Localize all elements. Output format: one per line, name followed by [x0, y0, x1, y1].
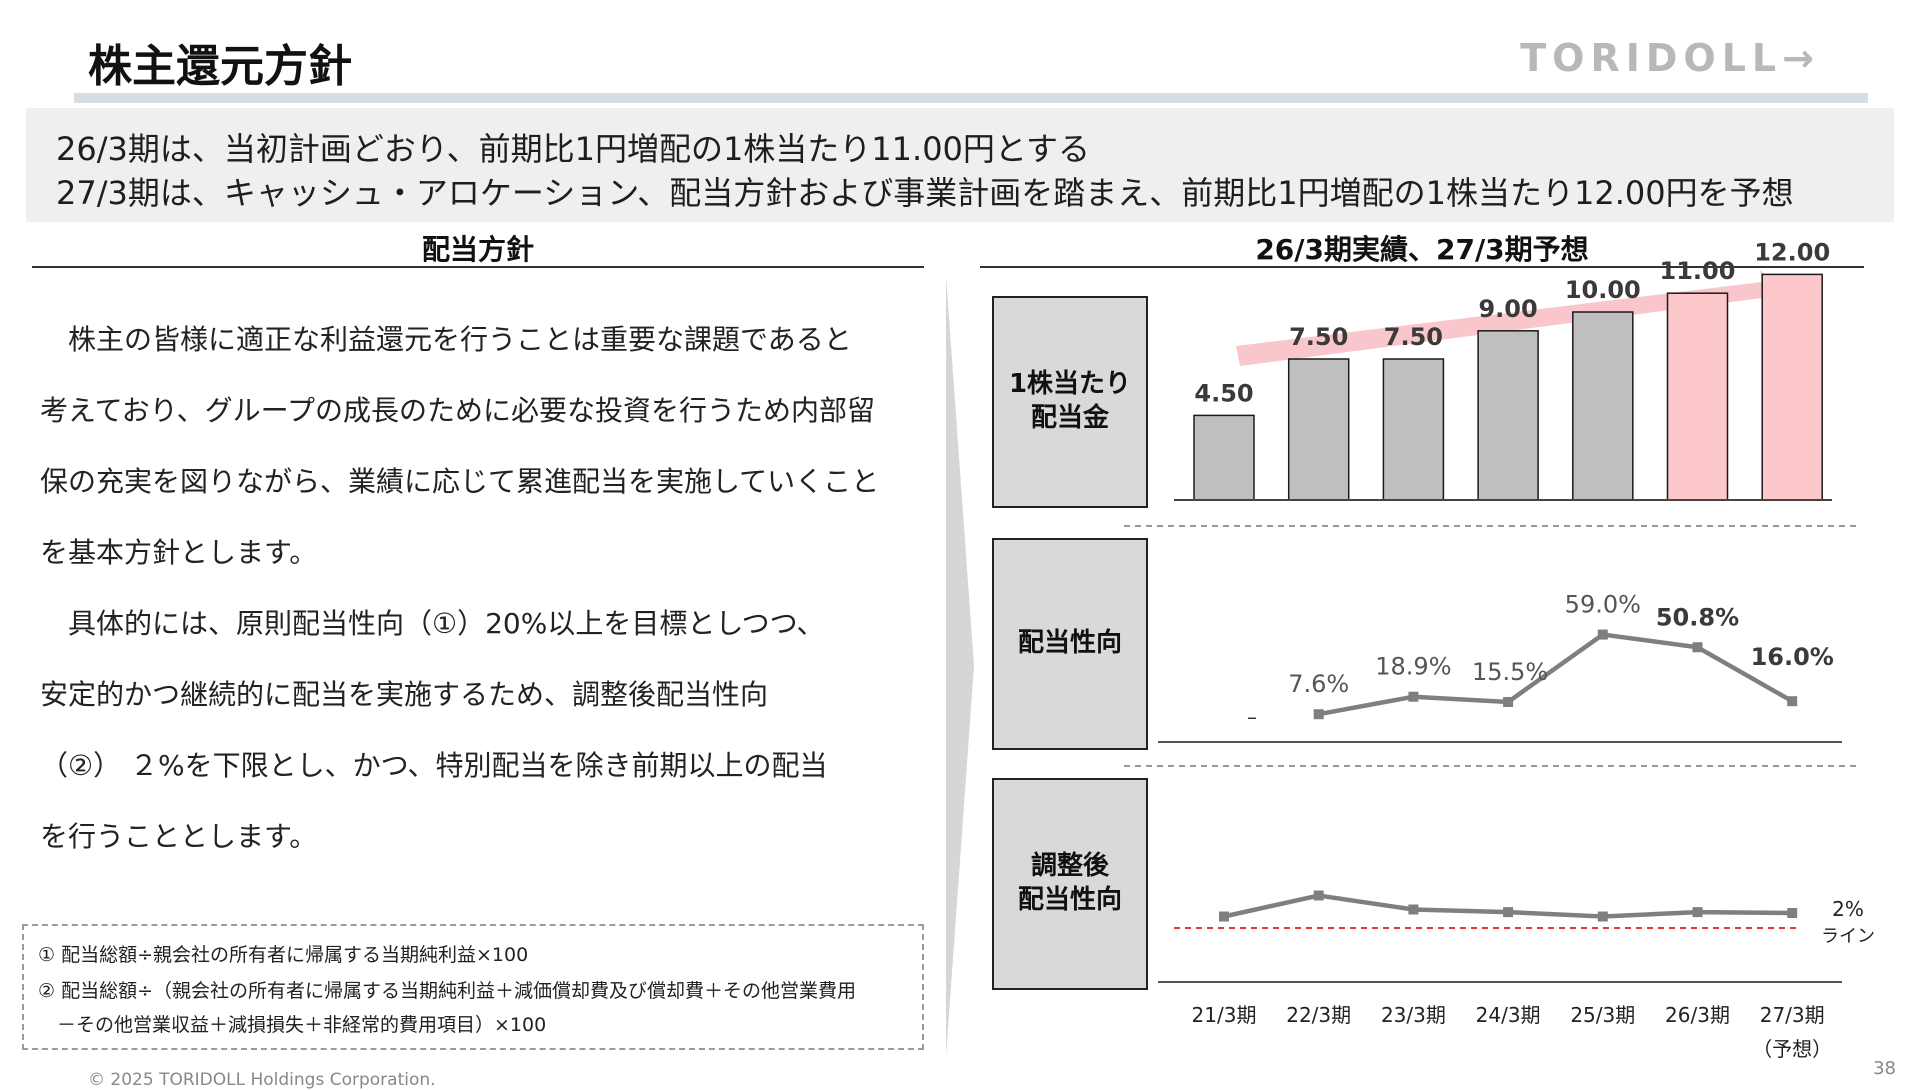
x-tick-label: 21/3期: [1192, 1003, 1257, 1027]
bar: [1382, 358, 1445, 501]
adjusted-point: [1597, 911, 1608, 922]
footnotes-box: ① 配当総額÷親会社の所有者に帰属する当期純利益×100 ② 配当総額÷（親会社…: [22, 924, 924, 1050]
page-number: 38: [1873, 1058, 1896, 1079]
threshold-label: ライン: [1821, 926, 1875, 947]
payout-value-label: 59.0%: [1565, 591, 1641, 619]
bar-value-label: 7.50: [1384, 323, 1443, 351]
payout-value-label: 18.9%: [1375, 653, 1451, 681]
bar: [1761, 273, 1823, 501]
summary-line-2: 27/3期は、キャッシュ・アロケーション、配当方針および事業計画を踏まえ、前期比…: [56, 174, 1794, 212]
payout-value-label: 16.0%: [1751, 643, 1834, 671]
policy-line: 考えており、グループの成長のために必要な投資を行うため内部留: [40, 394, 875, 427]
bar: [1572, 311, 1634, 501]
policy-line: を行うこととします。: [40, 820, 318, 853]
payout-point: [1597, 629, 1608, 640]
payout-point: [1787, 696, 1798, 707]
row-label-payout-text: 配当性向: [1017, 628, 1122, 659]
policy-line: 具体的には、原則配当性向（①）20%以上を目標としつつ、: [40, 607, 825, 640]
chevron-divider: [946, 276, 974, 1056]
row-label-payout: 配当性向: [992, 538, 1148, 750]
adjusted-point: [1787, 908, 1798, 918]
x-tick-label: 26/3期: [1665, 1003, 1730, 1027]
payout-series-line: [1318, 632, 1794, 717]
footnote-1: ① 配当総額÷親会社の所有者に帰属する当期純利益×100: [38, 944, 529, 966]
x-tick-label: 25/3期: [1570, 1003, 1635, 1027]
summary-line-1: 26/3期は、当初計画どおり、前期比1円増配の1株当たり11.00円とする: [56, 130, 1090, 168]
bar: [1193, 414, 1255, 501]
x-tick-label: 22/3期: [1286, 1003, 1351, 1027]
threshold-label: 2%: [1832, 897, 1864, 921]
bar-value-label: 9.00: [1478, 295, 1537, 323]
payout-point: [1692, 642, 1703, 653]
x-tick-sublabel: （予想）: [1752, 1037, 1832, 1061]
page-title: 株主還元方針: [88, 41, 352, 92]
payout-point: [1313, 709, 1324, 720]
payout-point: [1408, 691, 1419, 702]
x-tick-label: 27/3期: [1760, 1003, 1825, 1027]
summary-box: 26/3期は、当初計画どおり、前期比1円増配の1株当たり11.00円とする 27…: [26, 108, 1894, 222]
adjusted-point: [1408, 904, 1419, 915]
adjusted-point: [1219, 911, 1229, 922]
title-underline: [74, 93, 1868, 103]
row-label-adjusted: 調整後 配当性向: [992, 778, 1148, 990]
policy-line: （②） ２%を下限とし、かつ、特別配当を除き前期以上の配当: [40, 749, 828, 782]
copyright: © 2025 TORIDOLL Holdings Corporation.: [88, 1070, 436, 1090]
payout-value-label: 7.6%: [1288, 670, 1349, 698]
row-label-dividend-text: 1株当たり 配当金: [1008, 369, 1132, 433]
bar: [1477, 330, 1539, 501]
bar-value-label: 10.00: [1565, 276, 1641, 304]
payout-value-label: 15.5%: [1472, 658, 1548, 686]
payout-value-label: –: [1247, 705, 1257, 729]
policy-line: を基本方針とします。: [40, 536, 318, 569]
adjusted-point: [1692, 907, 1703, 918]
company-logo: TORIDOLL→: [1520, 36, 1820, 80]
row-label-adjusted-text: 調整後 配当性向: [1017, 851, 1122, 915]
policy-heading-rule: [32, 266, 924, 268]
bar: [1287, 358, 1350, 501]
bar: [1666, 292, 1729, 501]
footnote-2: ② 配当総額÷（親会社の所有者に帰属する当期純利益＋減価償却費及び償却費＋その他…: [38, 980, 856, 1002]
policy-line: 株主の皆様に適正な利益還元を行うことは重要な課題であると: [40, 323, 852, 356]
chart-heading: 26/3期実績、27/3期予想: [1255, 233, 1589, 266]
trend-arrow: [1236, 270, 1786, 366]
bar-value-label: 11.00: [1660, 257, 1736, 285]
policy-line: 安定的かつ継続的に配当を実施するため、調整後配当性向: [40, 678, 769, 711]
row-label-dividend: 1株当たり 配当金: [992, 296, 1148, 508]
bar-value-label: 4.50: [1194, 379, 1253, 407]
payout-point: [1503, 696, 1514, 707]
adjusted-point: [1313, 890, 1324, 901]
x-tick-label: 23/3期: [1381, 1003, 1446, 1027]
chart-heading-rule: [980, 266, 1864, 268]
policy-heading: 配当方針: [421, 233, 534, 266]
bar-value-label: 7.50: [1289, 323, 1348, 351]
footnote-2-cont: －その他営業収益＋減損損失＋非経常的費用項目）×100: [38, 1014, 547, 1036]
policy-line: 保の充実を図りながら、業績に応じて累進配当を実施していくこと: [40, 465, 880, 498]
bar-value-label: 12.00: [1754, 238, 1830, 266]
payout-value-label: 50.8%: [1656, 603, 1739, 631]
x-tick-label: 24/3期: [1476, 1003, 1541, 1027]
adjusted-point: [1503, 907, 1514, 918]
